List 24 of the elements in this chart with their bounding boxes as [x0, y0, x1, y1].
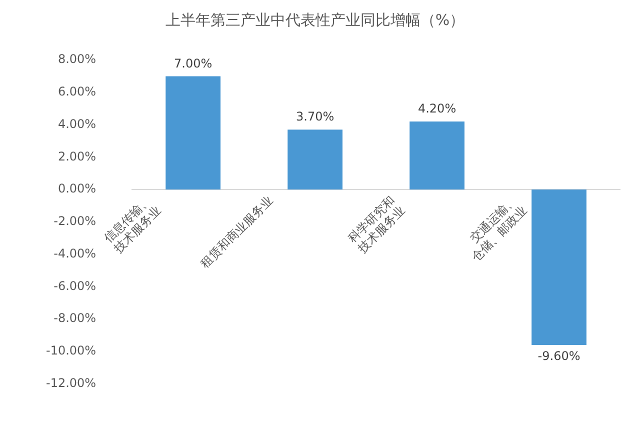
- data-label: 3.70%: [296, 110, 334, 124]
- y-tick-label: -10.00%: [46, 344, 96, 358]
- y-tick-label: 0.00%: [58, 182, 96, 196]
- data-label: -9.60%: [538, 349, 580, 364]
- y-tick-label: -4.00%: [54, 246, 96, 260]
- y-tick-label: -6.00%: [54, 278, 96, 293]
- y-tick-label: 6.00%: [58, 84, 96, 99]
- bar: [166, 76, 221, 190]
- x-tick-label: 信息传输、技术服务业: [101, 193, 164, 256]
- data-label: 4.20%: [418, 102, 456, 116]
- bar: [532, 190, 586, 345]
- x-tick-label: 科学研究和技术服务业: [345, 193, 408, 256]
- x-tick-label: 交通运输、仓储、邮政业: [467, 193, 530, 264]
- y-tick-label: -2.00%: [54, 214, 96, 228]
- y-tick-label: 8.00%: [58, 52, 96, 66]
- y-tick-label: -12.00%: [46, 376, 96, 390]
- y-tick-label: 2.00%: [58, 149, 96, 164]
- chart-title: 上半年第三产业中代表性产业同比增幅（%）: [165, 10, 465, 29]
- bar: [410, 122, 464, 190]
- x-tick-label: 租赁和商业服务业: [198, 193, 276, 271]
- y-tick-label: 4.00%: [58, 116, 96, 131]
- bar: [288, 130, 342, 190]
- data-label: 7.00%: [174, 56, 212, 70]
- y-tick-label: -8.00%: [54, 311, 96, 326]
